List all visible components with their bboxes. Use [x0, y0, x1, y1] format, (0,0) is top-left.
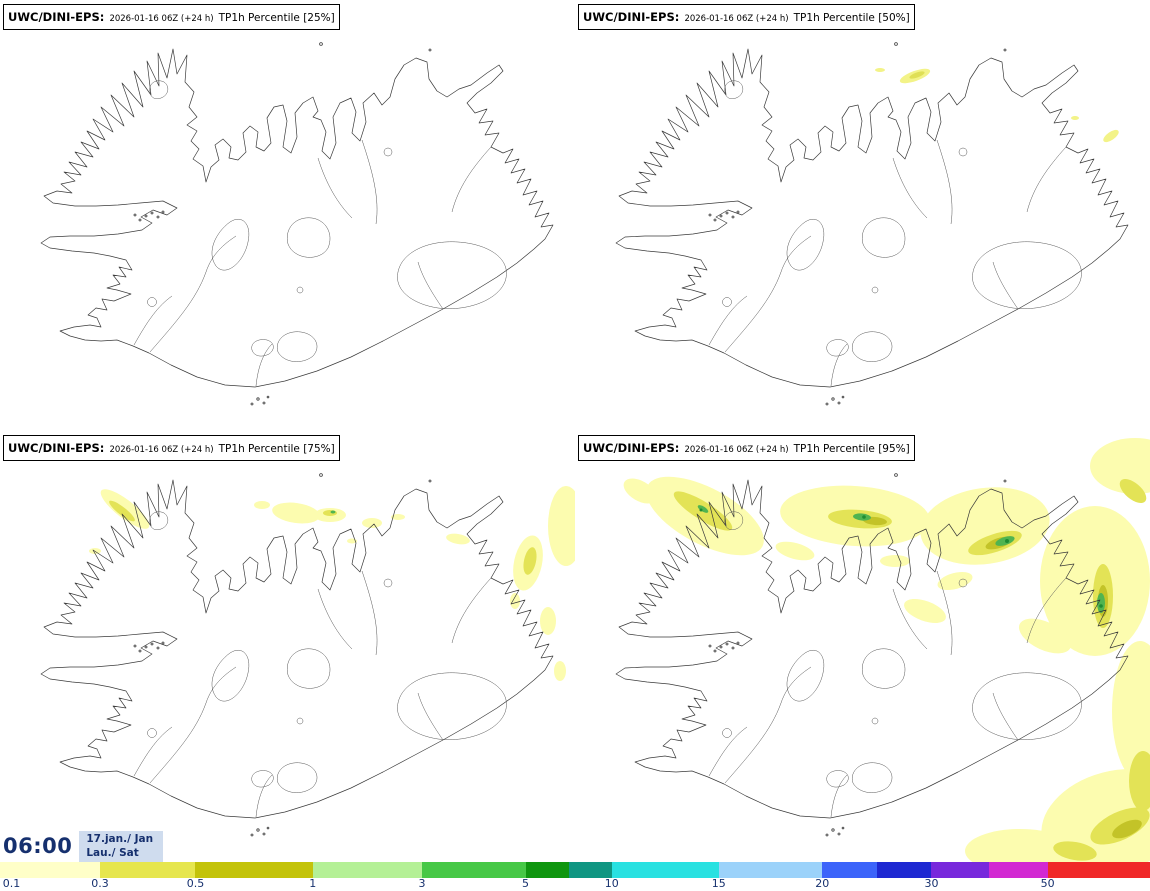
map-panel-75: UWC/DINI-EPS: 2026-01-16 06Z (+24 h) TP1… — [0, 431, 575, 862]
colorbar-segment — [931, 862, 989, 878]
parameter-label: TP1h Percentile [25%] — [218, 12, 335, 24]
panel-title: UWC/DINI-EPS: 2026-01-16 06Z (+24 h) TP1… — [3, 435, 340, 461]
precipitation-overlay — [89, 486, 575, 681]
iceland-map-25 — [40, 42, 554, 406]
map-panel-25: UWC/DINI-EPS: 2026-01-16 06Z (+24 h) TP1… — [0, 0, 575, 431]
colorbar-segment — [525, 862, 570, 878]
colorbar-segment — [877, 862, 932, 878]
colorbar-segment — [422, 862, 526, 878]
colorbar-segment — [195, 862, 313, 878]
colorbar-tick-label: 10 — [604, 877, 619, 890]
parameter-label: TP1h Percentile [95%] — [793, 443, 910, 455]
iceland-map-95 — [615, 438, 1150, 862]
colorbar-tick-label: 0.5 — [186, 877, 205, 890]
run-time: 2026-01-16 06Z (+24 h) — [109, 445, 214, 455]
colorbar-tick-label: 15 — [711, 877, 726, 890]
precipitation-overlay — [623, 438, 1150, 862]
panel-title: UWC/DINI-EPS: 2026-01-16 06Z (+24 h) TP1… — [578, 435, 915, 461]
precipitation-colorbar: 0.1 0.3 0.5 1 3 5 10 15 20 30 50 — [0, 862, 1150, 891]
colorbar-tick-label: 20 — [815, 877, 830, 890]
precipitation-overlay — [875, 68, 1119, 143]
iceland-map-50 — [615, 42, 1129, 406]
model-name: UWC/DINI-EPS: — [8, 441, 105, 455]
colorbar-tick-label: 0.3 — [91, 877, 109, 890]
valid-date-box: 17.jan./ Jan Lau./ Sat — [79, 831, 164, 862]
colorbar-segment — [718, 862, 823, 878]
run-time: 2026-01-16 06Z (+24 h) — [684, 14, 789, 24]
valid-time-display: 06:00 17.jan./ Jan Lau./ Sat — [0, 831, 164, 862]
map-panel-95: UWC/DINI-EPS: 2026-01-16 06Z (+24 h) TP1… — [575, 431, 1150, 862]
run-time: 2026-01-16 06Z (+24 h) — [109, 14, 214, 24]
colorbar-segment — [611, 862, 719, 878]
map-grid: UWC/DINI-EPS: 2026-01-16 06Z (+24 h) TP1… — [0, 0, 1150, 862]
valid-time: 06:00 — [0, 831, 80, 862]
model-name: UWC/DINI-EPS: — [583, 441, 680, 455]
model-name: UWC/DINI-EPS: — [583, 10, 680, 24]
colorbar-segment — [0, 862, 101, 878]
valid-weekday: Lau./ Sat — [86, 846, 139, 859]
run-time: 2026-01-16 06Z (+24 h) — [684, 445, 789, 455]
colorbar-segment — [100, 862, 196, 878]
colorbar-segment — [569, 862, 612, 878]
colorbar-segment — [312, 862, 423, 878]
colorbar-segment — [822, 862, 878, 878]
colorbar-labels: 0.1 0.3 0.5 1 3 5 10 15 20 30 50 — [0, 877, 1150, 891]
colorbar-tick-label: 50 — [1040, 877, 1055, 890]
colorbar-tick-label: 3 — [418, 877, 426, 890]
model-name: UWC/DINI-EPS: — [8, 10, 105, 24]
valid-date: 17.jan./ Jan — [86, 832, 154, 845]
colorbar-tick-label: 1 — [309, 877, 317, 890]
colorbar-tick-label: 0.1 — [2, 877, 21, 890]
map-panel-50: UWC/DINI-EPS: 2026-01-16 06Z (+24 h) TP1… — [575, 0, 1150, 431]
panel-title: UWC/DINI-EPS: 2026-01-16 06Z (+24 h) TP1… — [578, 4, 915, 30]
colorbar-strip — [0, 862, 1150, 878]
panel-title: UWC/DINI-EPS: 2026-01-16 06Z (+24 h) TP1… — [3, 4, 340, 30]
parameter-label: TP1h Percentile [75%] — [218, 443, 335, 455]
colorbar-segment — [1047, 862, 1150, 878]
iceland-map-75 — [40, 473, 575, 837]
parameter-label: TP1h Percentile [50%] — [793, 12, 910, 24]
colorbar-tick-label: 5 — [522, 877, 530, 890]
colorbar-tick-label: 30 — [924, 877, 939, 890]
colorbar-segment — [988, 862, 1048, 878]
